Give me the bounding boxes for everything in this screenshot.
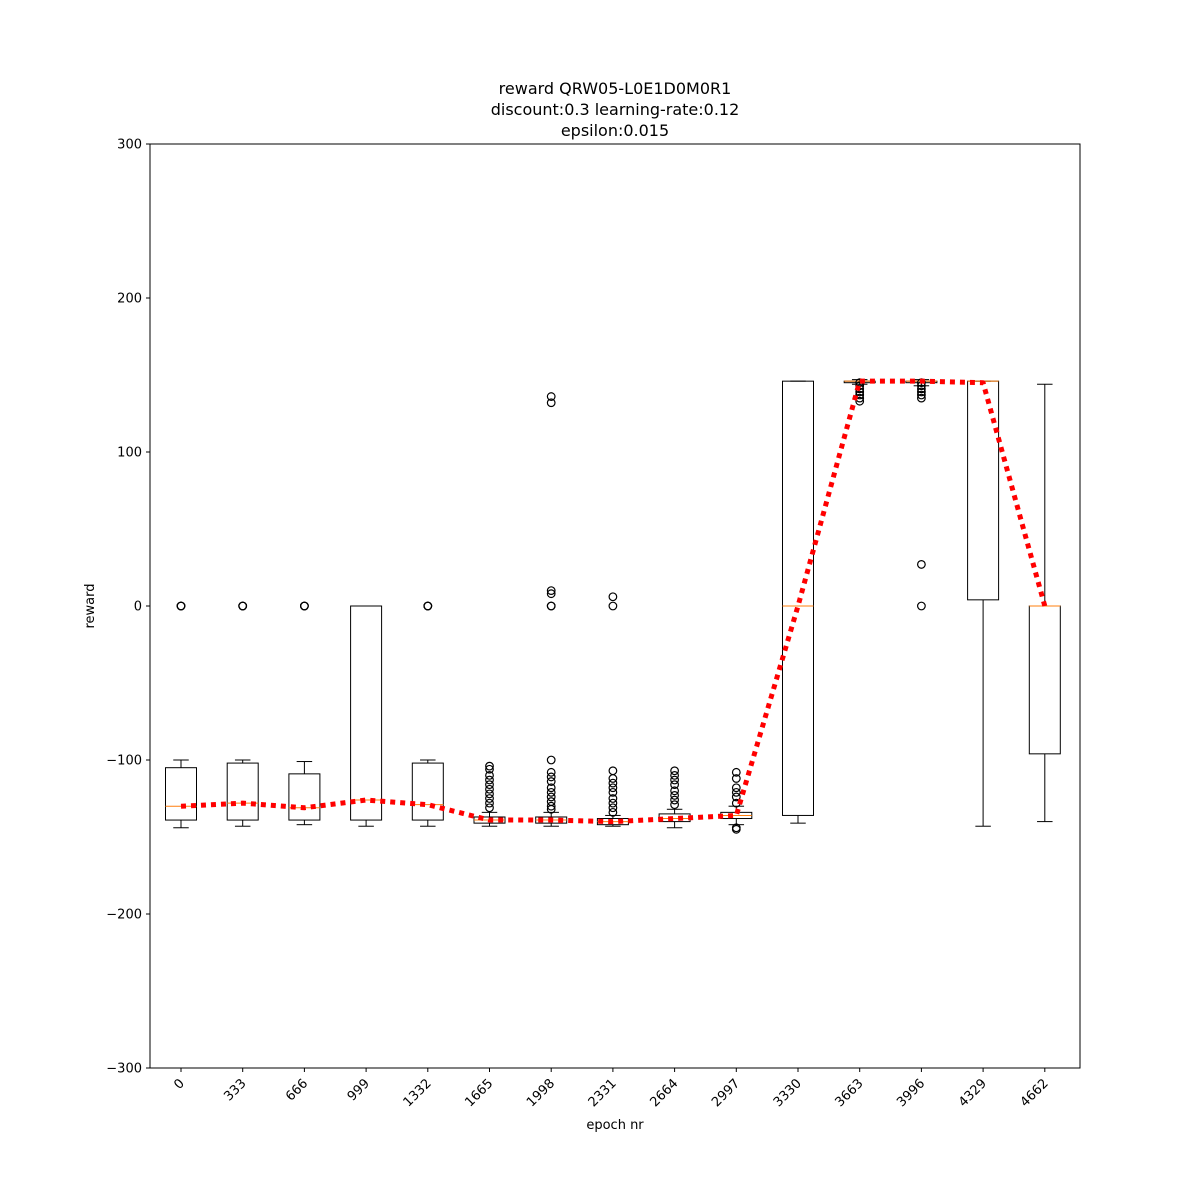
y-tick-label: −200 [106, 908, 142, 923]
box-body [288, 773, 321, 821]
outlier-point [485, 798, 494, 808]
outlier-point [546, 589, 556, 599]
outlier-point [731, 774, 741, 783]
outlier-point [917, 393, 926, 403]
outlier-point [546, 787, 556, 797]
box-group [658, 766, 691, 829]
chart-title: reward QRW05-L0E1D0M0R1 discount:0.3 lea… [491, 79, 740, 140]
y-axis: −300 −200 −100 0 100 200 300 [106, 138, 150, 1077]
outlier-point [670, 766, 679, 776]
box-body [411, 762, 444, 821]
box-group [411, 601, 444, 827]
outlier-point [546, 398, 556, 408]
outlier-point [670, 771, 679, 780]
outlier-point [546, 804, 556, 814]
title-line-2: discount:0.3 learning-rate:0.12 [491, 100, 740, 119]
outlier-point [731, 783, 741, 793]
outlier-point [485, 775, 494, 785]
outlier-point [485, 771, 494, 780]
outlier-point [731, 787, 741, 797]
outlier-point [670, 775, 679, 785]
outlier-point [608, 798, 618, 808]
outlier-point [485, 784, 494, 794]
outlier-point [917, 601, 926, 611]
outlier-point [917, 560, 926, 569]
box-group [782, 380, 814, 824]
outlier-point [608, 794, 618, 803]
outlier-point [917, 387, 926, 397]
outlier-point [485, 780, 494, 790]
outlier-point [608, 592, 618, 602]
box-body [350, 605, 383, 821]
y-tick-label: 300 [117, 138, 142, 153]
outlier-point [546, 755, 556, 765]
box-group [350, 605, 383, 827]
outlier-point [608, 783, 618, 793]
outlier-point [608, 601, 618, 611]
outlier-point [485, 803, 494, 813]
outlier-point [485, 764, 494, 774]
outlier-point [546, 777, 556, 786]
y-tick-label: −100 [106, 754, 142, 769]
mean-line [180, 378, 1048, 825]
outlier-point [855, 390, 865, 400]
outlier-point [546, 801, 556, 811]
outlier-point [485, 789, 494, 799]
outlier-point [670, 791, 679, 800]
outlier-point [238, 601, 248, 611]
box-body [782, 380, 814, 816]
outlier-point [670, 780, 679, 790]
box-body [165, 767, 197, 821]
outlier-point [546, 783, 556, 793]
outlier-point [670, 786, 679, 796]
x-axis-label: epoch nr [586, 1118, 644, 1133]
y-axis-label: reward [83, 583, 98, 628]
outlier-point [731, 792, 741, 802]
outlier-point [917, 390, 926, 400]
outlier-point [670, 800, 679, 810]
y-tick-label: −300 [106, 1062, 142, 1077]
outlier-point [731, 824, 741, 834]
title-line-1: reward QRW05-L0E1D0M0R1 [499, 79, 732, 98]
y-tick-label: 100 [117, 446, 142, 461]
outlier-point [608, 787, 618, 797]
outlier-point [485, 761, 494, 771]
outlier-point [546, 767, 556, 777]
outlier-point [546, 586, 556, 595]
outlier-point [546, 392, 556, 401]
outlier-point [731, 767, 741, 777]
box-body [226, 762, 259, 821]
outlier-point [176, 601, 186, 611]
y-tick-label: 200 [117, 292, 142, 307]
outlier-point [917, 384, 926, 394]
outlier-point [608, 778, 618, 788]
outlier-point [546, 772, 556, 782]
outlier-point [608, 807, 618, 817]
plot-area [165, 378, 1061, 834]
outlier-point [608, 774, 618, 783]
outlier-point [485, 794, 494, 803]
outlier-point [423, 601, 433, 611]
outlier-point [855, 396, 865, 406]
outlier-point [608, 803, 618, 813]
box-group [288, 601, 321, 826]
outlier-point [546, 601, 556, 611]
title-line-3: epsilon:0.015 [561, 121, 669, 140]
outlier-point [546, 792, 556, 802]
y-tick-label: 0 [134, 600, 142, 615]
outlier-point [300, 601, 309, 611]
outlier-point [670, 795, 679, 805]
